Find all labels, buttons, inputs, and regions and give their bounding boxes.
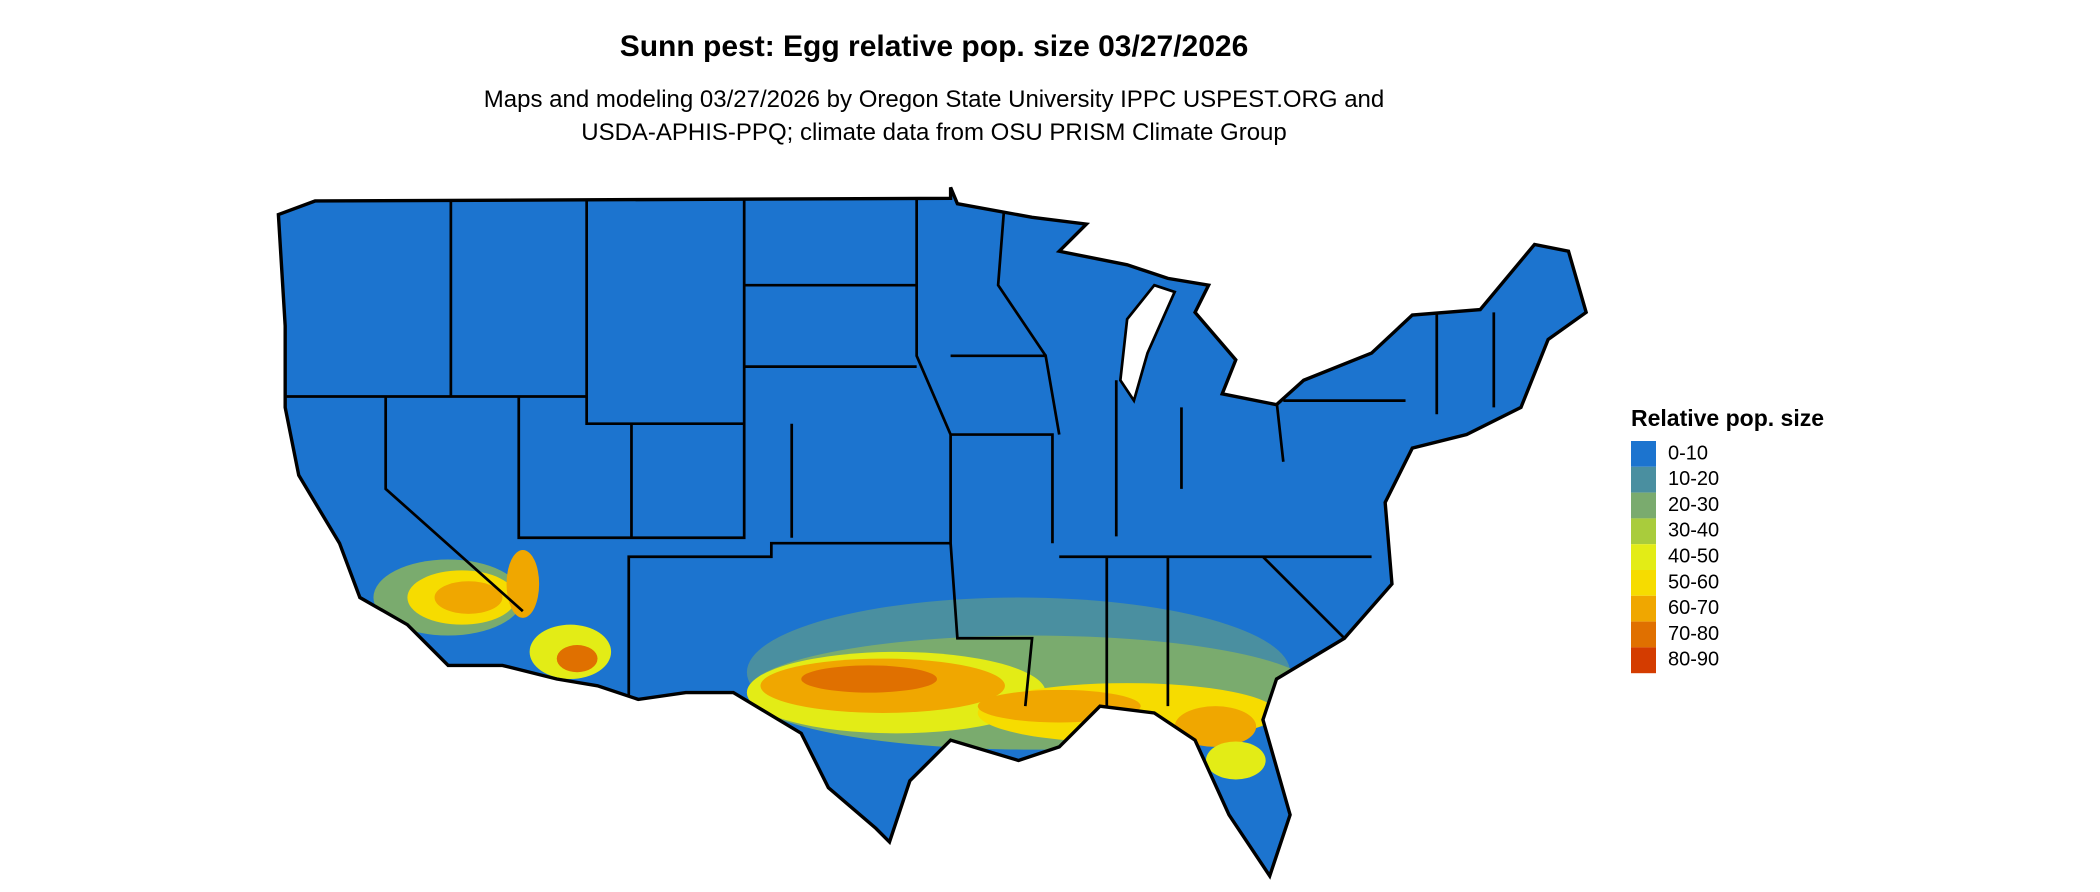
map [276,186,1589,880]
legend-label: 50-60 [1668,571,1719,593]
map-region [556,645,598,673]
legend-swatch [1631,518,1656,545]
map-region [278,187,1587,876]
legend-swatch [1631,647,1656,674]
subtitle-line: Maps and modeling 03/27/2026 by Oregon S… [484,86,1384,113]
map-region [1174,706,1257,747]
map-region [506,549,540,618]
legend-swatch [1631,621,1656,648]
legend-label: 20-30 [1668,494,1719,516]
legend-label: 0-10 [1668,442,1708,464]
legend: 0-10 10-20 20-30 30-40 40-50 50-60 60-70 70-80 8… [1631,441,1719,674]
legend-swatch [1631,441,1656,467]
map-region [434,581,503,614]
map-title: Sunn pest: Egg relative pop. size 03/27/… [620,30,1249,63]
legend-label: 30-40 [1668,520,1719,542]
legend-swatch [1631,595,1656,622]
legend-label: 80-90 [1668,649,1719,671]
legend-swatch [1631,544,1656,570]
map-region [1205,741,1266,780]
map-region [977,689,1141,723]
subtitle-line: USDA-APHIS-PPQ; climate data from OSU PR… [581,119,1287,146]
legend-swatch [1631,570,1656,596]
legend-title: Relative pop. size [1631,405,1824,431]
legend-swatch [1631,466,1656,493]
legend-label: 60-70 [1668,597,1719,619]
lake [1118,283,1177,404]
legend-swatch [1631,492,1656,519]
legend-label: 70-80 [1668,623,1719,645]
legend-label: 10-20 [1668,468,1719,490]
map-region [801,665,938,693]
legend-label: 40-50 [1668,545,1719,567]
